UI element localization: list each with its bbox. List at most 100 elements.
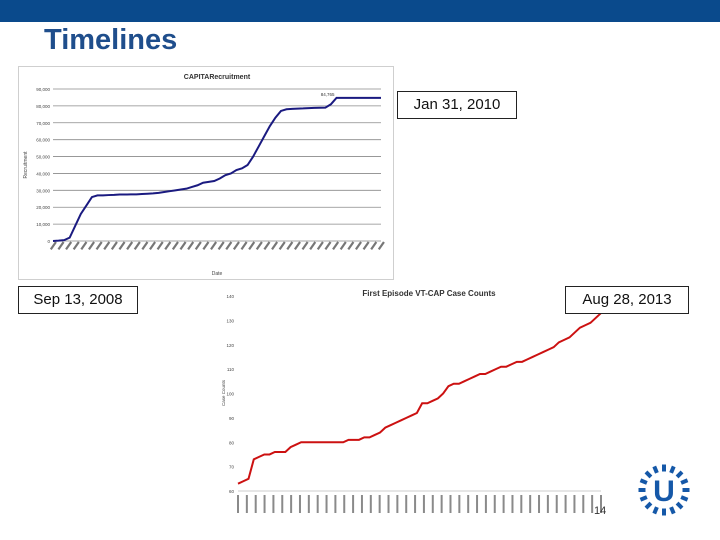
logo-ray bbox=[644, 501, 653, 510]
x-tick-label bbox=[278, 241, 286, 250]
x-tick-label bbox=[431, 495, 434, 513]
x-tick-label bbox=[187, 241, 195, 250]
x-tick-label bbox=[538, 495, 541, 513]
x-tick-label bbox=[458, 495, 461, 513]
x-tick-label bbox=[493, 495, 496, 513]
case-counts-line bbox=[237, 312, 602, 485]
x-tick-label bbox=[591, 495, 594, 513]
logo-ray bbox=[644, 470, 653, 479]
x-tick-label bbox=[316, 495, 319, 513]
logo-ray bbox=[639, 478, 648, 485]
x-tick-label bbox=[141, 241, 149, 250]
x-tick-label bbox=[272, 495, 275, 513]
x-tick-label bbox=[440, 495, 443, 513]
y-tick-label: 100 bbox=[226, 392, 234, 397]
svg-text:U: U bbox=[653, 475, 675, 508]
x-tick-label bbox=[546, 495, 549, 513]
chart-title: First Episode VT-CAP Case Counts bbox=[362, 289, 496, 298]
y-tick-label: 70,000 bbox=[36, 121, 50, 126]
x-tick-label bbox=[405, 495, 408, 513]
x-tick-label bbox=[355, 241, 362, 250]
x-tick-label bbox=[286, 241, 294, 250]
x-tick-label bbox=[263, 241, 271, 250]
x-tick-label bbox=[49, 241, 57, 250]
logo-ray bbox=[669, 506, 676, 515]
logo-ray bbox=[638, 488, 646, 492]
logo-ray bbox=[669, 465, 676, 474]
x-tick-label bbox=[293, 241, 301, 250]
x-tick-label bbox=[476, 495, 479, 513]
x-tick-label bbox=[377, 241, 385, 250]
x-tick-label bbox=[332, 241, 340, 250]
x-tick-label bbox=[72, 241, 80, 250]
x-tick-label bbox=[316, 241, 324, 250]
page-number: 14 bbox=[594, 505, 607, 517]
x-tick-label bbox=[347, 241, 355, 250]
callout-aug-2013: Aug 28, 2013 bbox=[565, 286, 689, 314]
logo-ray bbox=[639, 495, 648, 502]
x-tick-label bbox=[156, 241, 164, 250]
y-tick-label: 70 bbox=[229, 465, 235, 470]
logo-ray bbox=[680, 495, 689, 502]
x-tick-label bbox=[103, 241, 111, 250]
x-tick-label bbox=[334, 495, 337, 513]
x-tick-label bbox=[387, 495, 390, 513]
x-tick-label bbox=[240, 241, 248, 250]
logo-ray bbox=[675, 470, 684, 479]
x-tick-label bbox=[502, 495, 505, 513]
x-tick-label bbox=[339, 241, 347, 250]
x-tick-label bbox=[290, 495, 293, 513]
case-counts-chart-panel: First Episode VT-CAP Case Counts 60 70 80 90… bbox=[216, 287, 608, 521]
recruitment-chart: CAPITARecruitment 0 10,000 20,000 30,000 40,0… bbox=[23, 74, 385, 277]
x-tick-label bbox=[467, 495, 470, 513]
x-tick-label bbox=[529, 495, 532, 513]
y-tick-label: 90,000 bbox=[36, 87, 50, 92]
x-tick-label bbox=[245, 495, 248, 513]
chart-title: CAPITARecruitment bbox=[184, 74, 251, 81]
x-tick-label bbox=[324, 241, 332, 250]
recruitment-line bbox=[52, 96, 381, 242]
x-tick-label bbox=[164, 241, 172, 250]
x-tick-label bbox=[555, 495, 558, 513]
x-tick-label bbox=[80, 241, 88, 250]
y-tick-label: 30,000 bbox=[36, 188, 50, 193]
y-tick-label: 50,000 bbox=[36, 155, 50, 160]
callout-sep-2008: Sep 13, 2008 bbox=[18, 286, 138, 314]
x-tick-label bbox=[449, 495, 452, 513]
y-tick-label: 80,000 bbox=[36, 104, 50, 109]
x-tick-label bbox=[582, 495, 585, 513]
x-tick-label bbox=[309, 241, 317, 250]
x-tick-label bbox=[118, 241, 126, 250]
x-tick-label bbox=[254, 495, 257, 513]
recruitment-chart-panel: CAPITARecruitment 0 10,000 20,000 30,000 40,0… bbox=[18, 66, 394, 280]
y-tick-label: 20,000 bbox=[36, 205, 50, 210]
logo-ray bbox=[662, 464, 666, 472]
x-tick-label bbox=[520, 495, 523, 513]
x-tick-label bbox=[237, 495, 239, 513]
x-tick-label bbox=[301, 241, 309, 250]
logo-ray bbox=[675, 501, 684, 510]
case-counts-chart: First Episode VT-CAP Case Counts 60 70 80 90… bbox=[221, 289, 602, 513]
y-tick-label: 80 bbox=[229, 440, 235, 445]
x-tick-label bbox=[217, 241, 225, 250]
x-tick-label bbox=[271, 241, 279, 250]
y-axis-label: Case Counts bbox=[221, 379, 226, 406]
university-logo-icon: U bbox=[638, 464, 690, 516]
x-tick-label bbox=[210, 241, 218, 250]
y-tick-label: 120 bbox=[226, 343, 234, 348]
y-tick-label: 10,000 bbox=[36, 222, 50, 227]
x-tick-label bbox=[126, 241, 134, 250]
x-tick-label bbox=[396, 495, 399, 513]
x-tick-label bbox=[95, 241, 103, 250]
logo-ray bbox=[652, 506, 659, 515]
x-tick-label bbox=[110, 241, 118, 250]
x-tick-label bbox=[133, 241, 141, 250]
x-tick-label bbox=[484, 495, 487, 513]
y-tick-label: 130 bbox=[226, 318, 234, 323]
x-tick-label bbox=[362, 241, 370, 250]
page-title: Timelines bbox=[44, 24, 178, 56]
y-tick-label: 0 bbox=[47, 239, 50, 244]
x-tick-label bbox=[149, 241, 157, 250]
x-axis-label: Date bbox=[212, 271, 223, 277]
y-axis-label: Recruitment bbox=[23, 151, 29, 179]
